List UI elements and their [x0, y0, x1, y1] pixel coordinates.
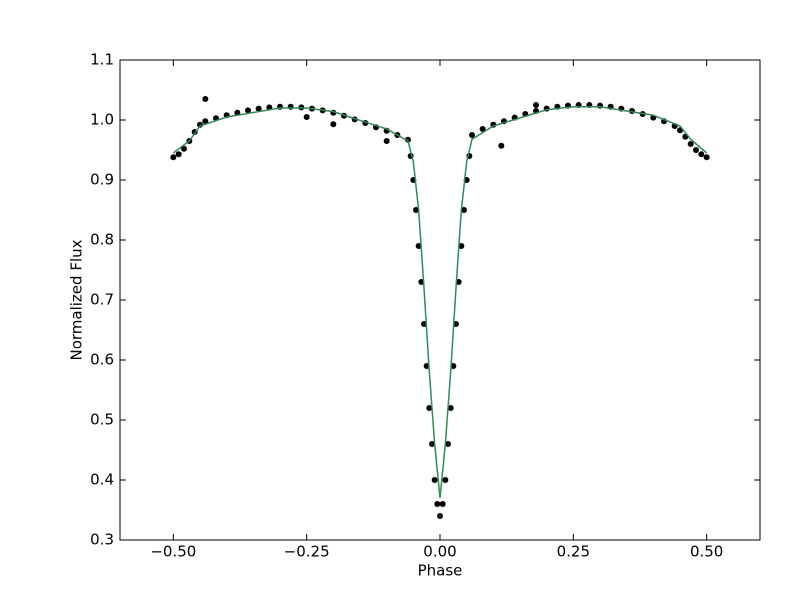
data-point	[439, 501, 446, 507]
data-point	[181, 145, 187, 152]
x-tick-label: 0.25	[557, 543, 590, 561]
x-tick-label: 0.00	[423, 543, 456, 561]
data-point	[442, 477, 449, 483]
data-point	[447, 405, 454, 411]
y-tick-label: 0.6	[90, 351, 114, 369]
data-point	[413, 207, 419, 213]
x-tick-label: −0.25	[284, 543, 330, 561]
y-tick-label: 0.8	[90, 231, 114, 249]
data-point	[498, 142, 505, 149]
data-point	[426, 405, 433, 411]
data-point	[458, 243, 465, 249]
data-point	[437, 513, 443, 519]
data-point	[175, 151, 182, 158]
data-point	[429, 441, 435, 447]
y-tick-label: 0.5	[90, 411, 114, 429]
data-point	[461, 207, 467, 213]
data-point	[170, 154, 177, 161]
data-point	[434, 501, 441, 507]
y-tick-label: 0.4	[90, 471, 114, 489]
data-point	[533, 102, 539, 108]
y-tick-label: 0.7	[90, 291, 114, 309]
plot-frame	[119, 59, 761, 541]
data-point	[202, 118, 209, 125]
data-point	[415, 243, 422, 249]
y-tick-label: 1.1	[90, 51, 114, 69]
data-point	[383, 138, 390, 144]
data-point	[255, 105, 262, 112]
data-point	[197, 121, 203, 128]
y-tick-label: 0.9	[90, 171, 114, 189]
data-point	[202, 96, 209, 102]
model-line	[172, 106, 708, 499]
y-tick-label: 1.0	[90, 111, 114, 129]
data-point	[469, 132, 475, 138]
data-point	[693, 147, 699, 153]
data-point	[405, 136, 411, 143]
x-tick-label: 0.50	[690, 543, 723, 561]
x-axis-label: Phase	[418, 562, 463, 580]
data-point	[245, 107, 251, 114]
data-point	[703, 154, 710, 161]
y-tick-label: 0.3	[90, 531, 114, 549]
data-point	[479, 126, 486, 132]
data-point	[698, 151, 705, 158]
data-point	[687, 141, 694, 147]
data-point	[303, 114, 310, 120]
y-axis-label: Normalized Flux	[68, 239, 86, 360]
x-tick-label: −0.50	[150, 543, 196, 561]
data-point	[445, 441, 451, 447]
data-point	[431, 477, 438, 483]
data-point	[287, 103, 294, 110]
data-point	[330, 121, 337, 128]
